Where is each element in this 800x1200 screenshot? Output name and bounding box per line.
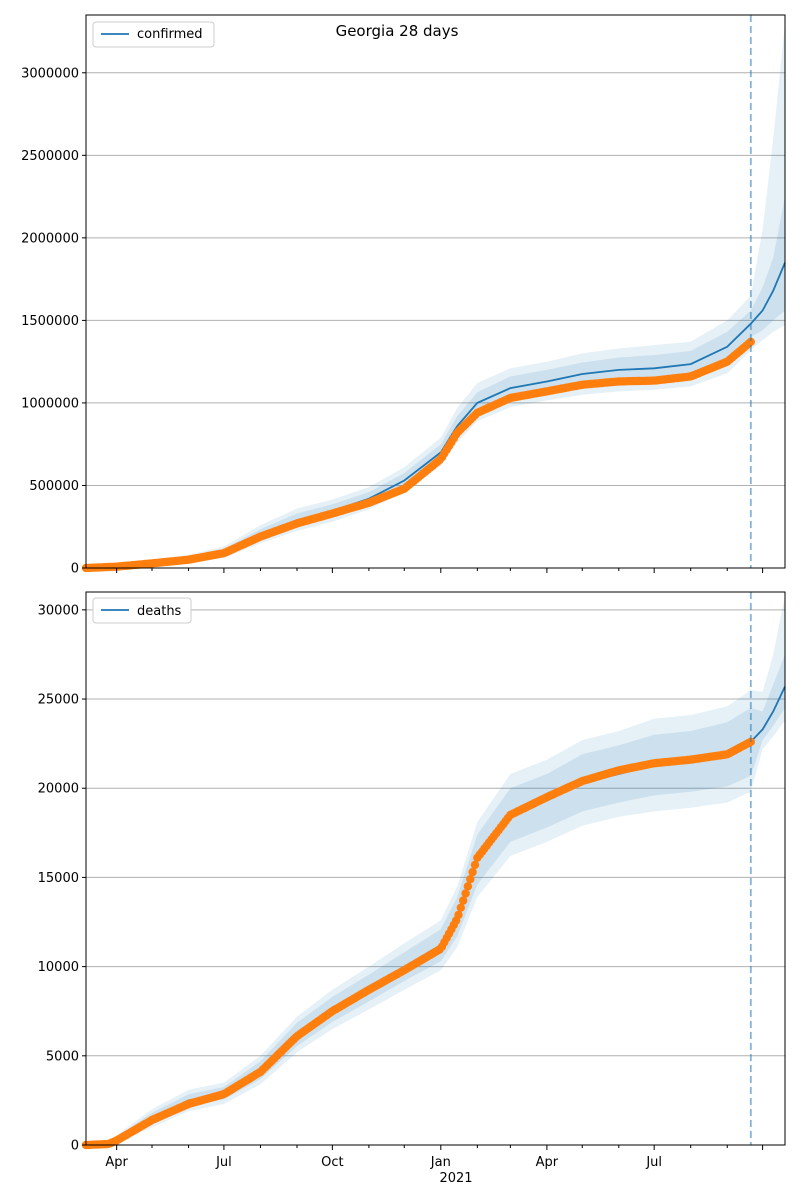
y-tick-label: 1000000 [21, 396, 79, 411]
observed-point [456, 903, 465, 912]
plot-frame [85, 591, 786, 1146]
uncertainty-band [86, 23, 785, 569]
plot-frame [85, 14, 786, 569]
observed-point [466, 875, 475, 884]
y-tick-label: 20000 [38, 782, 79, 797]
legend-label: confirmed [137, 27, 203, 42]
y-tick-label: 2500000 [21, 149, 79, 164]
confirmed-legend: confirmed [92, 21, 215, 48]
y-tick-label: 0 [71, 562, 79, 577]
y-tick-label: 1500000 [21, 314, 79, 329]
uncertainty-band [86, 595, 785, 1145]
observed-point [461, 889, 470, 898]
x-tick-label: Apr [536, 1155, 559, 1170]
y-tick-label: 0 [71, 1139, 79, 1154]
x-tick-label: Jul [645, 1155, 662, 1170]
observed-point [470, 860, 480, 870]
observed-point [746, 337, 755, 346]
legend-box [92, 21, 215, 48]
x-year-label: 2021 [439, 1171, 472, 1186]
y-tick-label: 5000 [46, 1049, 79, 1064]
x-tick-label: Oct [321, 1155, 343, 1170]
observed-point [454, 910, 463, 920]
x-tick-label: Jul [215, 1155, 232, 1170]
y-tick-label: 25000 [38, 693, 79, 708]
legend-box [92, 597, 192, 624]
y-tick-label: 10000 [38, 960, 79, 975]
y-tick-label: 3000000 [21, 66, 79, 81]
x-tick-label: Jan [430, 1155, 451, 1170]
chart-title: Georgia 28 days [336, 22, 459, 40]
legend-label: deaths [137, 604, 182, 619]
deaths-legend: deaths [92, 597, 192, 624]
x-tick-label: Apr [105, 1155, 128, 1170]
observed-point [459, 896, 468, 905]
model-line [85, 262, 786, 569]
y-tick-label: 15000 [38, 871, 79, 886]
confirmed-panel: 0 500000 1000000 1500000 2000000 2500000 30000… [21, 14, 786, 577]
deaths-panel: 0 5000 10000 15000 20000 25000 30000 Apr Jul Oct… [38, 591, 786, 1186]
y-tick-label: 30000 [38, 603, 79, 618]
observed-point [468, 867, 477, 877]
y-tick-label: 500000 [29, 479, 79, 494]
y-tick-label: 2000000 [21, 231, 79, 246]
observed-point [463, 882, 473, 891]
